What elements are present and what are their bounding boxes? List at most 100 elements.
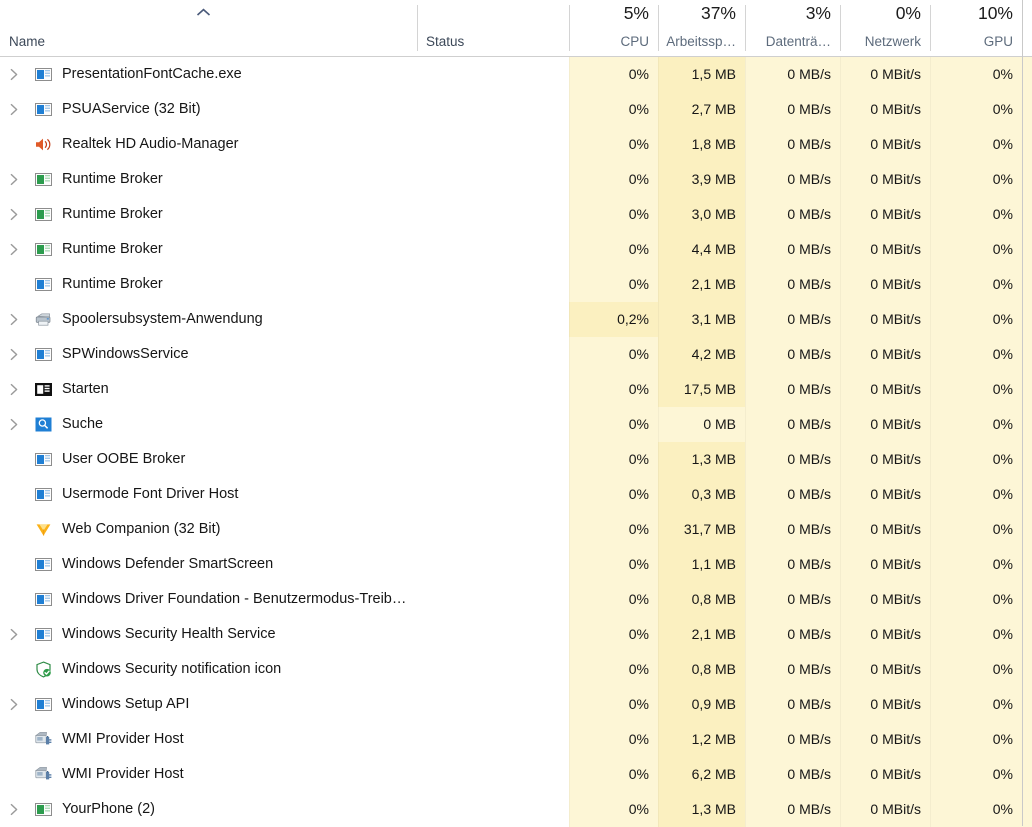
cell-disk[interactable]: 0 MB/s (745, 442, 840, 477)
cell-name[interactable]: Spoolersubsystem-Anwendung (0, 302, 417, 337)
cell-disk[interactable]: 0 MB/s (745, 232, 840, 267)
cell-disk[interactable]: 0 MB/s (745, 162, 840, 197)
cell-network[interactable]: 0 MBit/s (840, 722, 930, 757)
cell-gpu[interactable]: 0% (930, 407, 1022, 442)
cell-cpu[interactable]: 0% (569, 617, 658, 652)
cell-name[interactable]: Runtime Broker (0, 162, 417, 197)
cell-cpu[interactable]: 0% (569, 757, 658, 792)
cell-name[interactable]: Windows Driver Foundation - Benutzermodu… (0, 582, 417, 617)
cell-memory[interactable]: 0 MB (658, 407, 745, 442)
cell-network[interactable]: 0 MBit/s (840, 57, 930, 92)
cell-memory[interactable]: 4,4 MB (658, 232, 745, 267)
expand-chevron-right-icon[interactable] (8, 313, 20, 326)
cell-network[interactable]: 0 MBit/s (840, 442, 930, 477)
cell-disk[interactable]: 0 MB/s (745, 197, 840, 232)
cell-gpu[interactable]: 0% (930, 232, 1022, 267)
cell-cpu[interactable]: 0% (569, 722, 658, 757)
cell-disk[interactable]: 0 MB/s (745, 617, 840, 652)
cell-network[interactable]: 0 MBit/s (840, 197, 930, 232)
cell-disk[interactable]: 0 MB/s (745, 372, 840, 407)
cell-name[interactable]: Runtime Broker (0, 197, 417, 232)
cell-status[interactable] (417, 617, 569, 652)
cell-gpu[interactable]: 0% (930, 197, 1022, 232)
table-row[interactable]: Windows Driver Foundation - Benutzermodu… (0, 582, 1032, 617)
cell-status[interactable] (417, 512, 569, 547)
table-row[interactable]: Runtime Broker 0% 3,0 MB 0 MB/s 0 MBit/s 0% (0, 197, 1032, 232)
cell-network[interactable]: 0 MBit/s (840, 582, 930, 617)
cell-status[interactable] (417, 652, 569, 687)
cell-memory[interactable]: 0,3 MB (658, 477, 745, 512)
cell-disk[interactable]: 0 MB/s (745, 547, 840, 582)
expand-chevron-right-icon[interactable] (8, 348, 20, 361)
cell-gpu[interactable]: 0% (930, 757, 1022, 792)
cell-status[interactable] (417, 407, 978, 442)
cell-status[interactable] (417, 442, 569, 477)
table-row[interactable]: PSUAService (32 Bit) 0% 2,7 MB 0 MB/s 0 MBit… (0, 92, 1032, 127)
cell-gpu[interactable]: 0% (930, 687, 1022, 722)
cell-memory[interactable]: 0,9 MB (658, 687, 745, 722)
cell-status[interactable] (417, 162, 569, 197)
column-divider[interactable] (417, 5, 418, 51)
cell-memory[interactable]: 2,1 MB (658, 267, 745, 302)
cell-gpu[interactable]: 0% (930, 722, 1022, 757)
table-row[interactable]: WMI Provider Host 0% 1,2 MB 0 MB/s 0 MBit/s 0… (0, 722, 1032, 757)
cell-disk[interactable]: 0 MB/s (745, 92, 840, 127)
table-row[interactable]: SPWindowsService 0% 4,2 MB 0 MB/s 0 MBit/s 0% (0, 337, 1032, 372)
cell-cpu[interactable]: 0% (569, 792, 658, 827)
cell-memory[interactable]: 2,7 MB (658, 92, 745, 127)
cell-disk[interactable]: 0 MB/s (745, 477, 840, 512)
cell-cpu[interactable]: 0% (569, 57, 658, 92)
cell-network[interactable]: 0 MBit/s (840, 92, 930, 127)
cell-overflow[interactable] (1022, 232, 1032, 267)
cell-memory[interactable]: 0,8 MB (658, 652, 745, 687)
table-row[interactable]: PresentationFontCache.exe 0% 1,5 MB 0 MB/s 0… (0, 57, 1032, 92)
column-header-disk[interactable]: 3% Datenträ… (745, 0, 840, 56)
table-row[interactable]: Runtime Broker 0% 3,9 MB 0 MB/s 0 MBit/s 0% (0, 162, 1032, 197)
cell-gpu[interactable]: 0% (930, 57, 1022, 92)
expand-chevron-right-icon[interactable] (8, 698, 20, 711)
cell-overflow[interactable] (1022, 547, 1032, 582)
cell-disk[interactable]: 0 MB/s (745, 127, 840, 162)
cell-gpu[interactable]: 0% (930, 617, 1022, 652)
table-row[interactable]: Web Companion (32 Bit) 0% 31,7 MB 0 MB/s 0 M… (0, 512, 1032, 547)
cell-name[interactable]: Realtek HD Audio-Manager (0, 127, 417, 162)
cell-overflow[interactable] (1022, 267, 1032, 302)
cell-memory[interactable]: 1,3 MB (658, 792, 745, 827)
cell-gpu[interactable]: 0% (930, 162, 1022, 197)
expand-chevron-right-icon[interactable] (8, 383, 20, 396)
cell-disk[interactable]: 0 MB/s (745, 792, 840, 827)
expand-chevron-right-icon[interactable] (8, 208, 20, 221)
cell-overflow[interactable] (1022, 617, 1032, 652)
cell-cpu[interactable]: 0% (569, 127, 658, 162)
expand-chevron-right-icon[interactable] (8, 103, 20, 116)
cell-disk[interactable]: 0 MB/s (745, 337, 840, 372)
cell-disk[interactable]: 0 MB/s (745, 57, 840, 92)
cell-disk[interactable]: 0 MB/s (745, 302, 840, 337)
cell-memory[interactable]: 2,1 MB (658, 617, 745, 652)
cell-status[interactable] (417, 582, 569, 617)
cell-network[interactable]: 0 MBit/s (840, 372, 930, 407)
table-row[interactable]: Suche 0% 0 MB 0 MB/s 0 MBit/s 0% (0, 407, 1032, 442)
cell-name[interactable]: Windows Setup API (0, 687, 417, 722)
column-header-gpu[interactable]: 10% GPU (930, 0, 1022, 56)
cell-memory[interactable]: 1,5 MB (658, 57, 745, 92)
cell-memory[interactable]: 3,0 MB (658, 197, 745, 232)
cell-cpu[interactable]: 0% (569, 407, 658, 442)
cell-network[interactable]: 0 MBit/s (840, 162, 930, 197)
cell-gpu[interactable]: 0% (930, 442, 1022, 477)
cell-memory[interactable]: 31,7 MB (658, 512, 745, 547)
cell-status[interactable] (417, 722, 569, 757)
cell-overflow[interactable] (1022, 652, 1032, 687)
cell-disk[interactable]: 0 MB/s (745, 407, 840, 442)
cell-gpu[interactable]: 0% (930, 302, 1022, 337)
cell-status[interactable] (417, 92, 569, 127)
cell-cpu[interactable]: 0% (569, 372, 658, 407)
cell-network[interactable]: 0 MBit/s (840, 407, 930, 442)
cell-memory[interactable]: 4,2 MB (658, 337, 745, 372)
cell-overflow[interactable] (1022, 92, 1032, 127)
cell-status[interactable] (417, 337, 569, 372)
cell-overflow[interactable] (1022, 162, 1032, 197)
cell-status[interactable] (417, 197, 569, 232)
cell-cpu[interactable]: 0% (569, 197, 658, 232)
cell-cpu[interactable]: 0% (569, 232, 658, 267)
